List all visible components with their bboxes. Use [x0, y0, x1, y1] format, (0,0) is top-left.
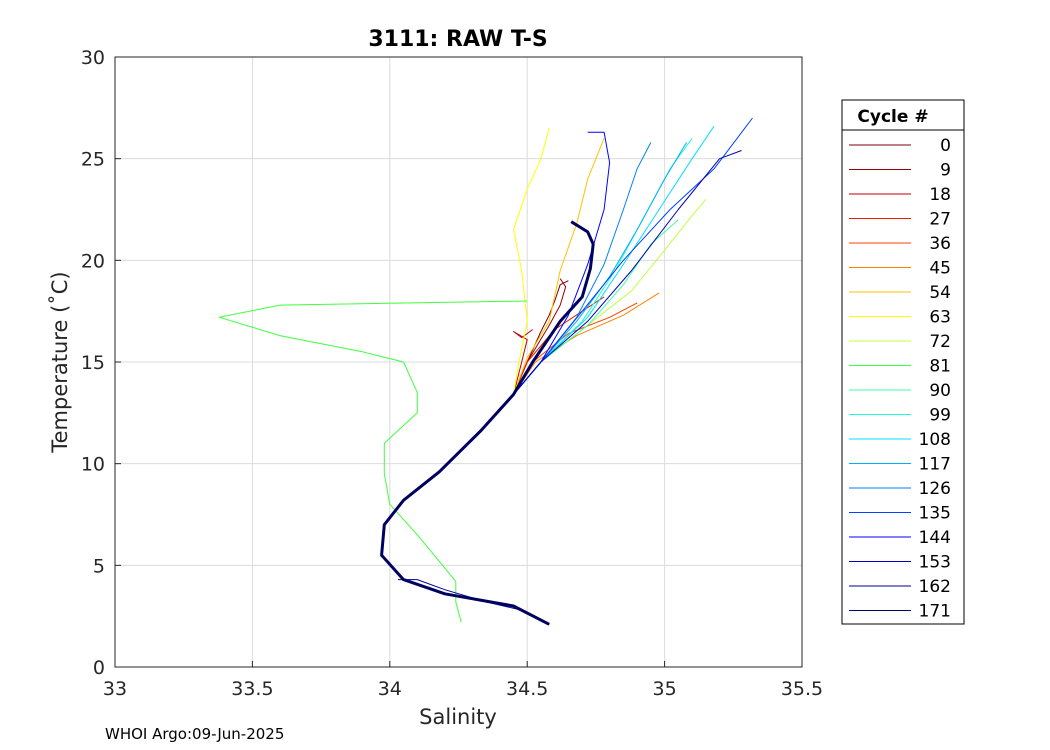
x-tick-labels: 33 33.5 34 34.5 35 35.5: [103, 661, 823, 700]
y-tick-label: 10: [81, 454, 105, 476]
legend-label: 45: [929, 259, 951, 279]
legend-label: 108: [919, 430, 951, 450]
legend-label: 18: [929, 185, 951, 205]
x-axis-label: Salinity: [419, 705, 497, 729]
legend-label: 36: [929, 234, 951, 254]
legend-label: 153: [919, 553, 951, 573]
grid-lines: [114, 56, 803, 668]
x-tick-label: 33: [103, 678, 127, 700]
x-tick-label: 35: [653, 678, 677, 700]
series-line-cycle-81: [218, 300, 528, 623]
legend-label: 171: [919, 602, 951, 622]
legend-label: 81: [929, 357, 951, 377]
legend-label: 0: [940, 136, 951, 156]
y-tick-label: 20: [81, 250, 105, 272]
x-tick-label: 34: [378, 678, 402, 700]
y-tick-label: 15: [81, 352, 105, 374]
y-tick-labels: 0 5 10 15 20 25 30: [81, 47, 121, 679]
x-tick-label: 35.5: [781, 678, 823, 700]
legend: Cycle # 0 9 18 27 36 45 54 63 72 81 90 99 108 117 126 1…: [841, 99, 965, 625]
legend-label: 54: [929, 283, 951, 303]
legend-label: 27: [929, 210, 951, 230]
legend-label: 63: [929, 308, 951, 328]
legend-label: 9: [940, 161, 951, 181]
x-tick-label: 34.5: [506, 678, 548, 700]
legend-label: 90: [929, 381, 951, 401]
legend-label: 126: [919, 479, 951, 499]
legend-label: 144: [919, 528, 951, 548]
y-axis-label: Temperature (˚C): [48, 271, 72, 453]
footer-credit: WHOI Argo:09-Jun-2025: [105, 725, 285, 743]
legend-items: 0 9 18 27 36 45 54 63 72 81 90 99 108 117 126 135 144 153…: [849, 136, 951, 622]
legend-label: 72: [929, 332, 951, 352]
series-line-cycle-171: [380, 220, 595, 626]
legend-label: 162: [919, 577, 951, 597]
legend-label: 117: [919, 455, 951, 475]
y-tick-label: 5: [93, 555, 105, 577]
series-group: [218, 117, 753, 626]
chart-title: 3111: RAW T-S: [368, 27, 547, 52]
x-tick-label: 33.5: [231, 678, 273, 700]
y-tick-label: 0: [93, 657, 105, 679]
legend-title: Cycle #: [857, 107, 928, 127]
legend-label: 135: [919, 504, 951, 524]
y-tick-label: 25: [81, 149, 105, 171]
y-tick-label: 30: [81, 47, 105, 69]
legend-label: 99: [929, 406, 951, 426]
